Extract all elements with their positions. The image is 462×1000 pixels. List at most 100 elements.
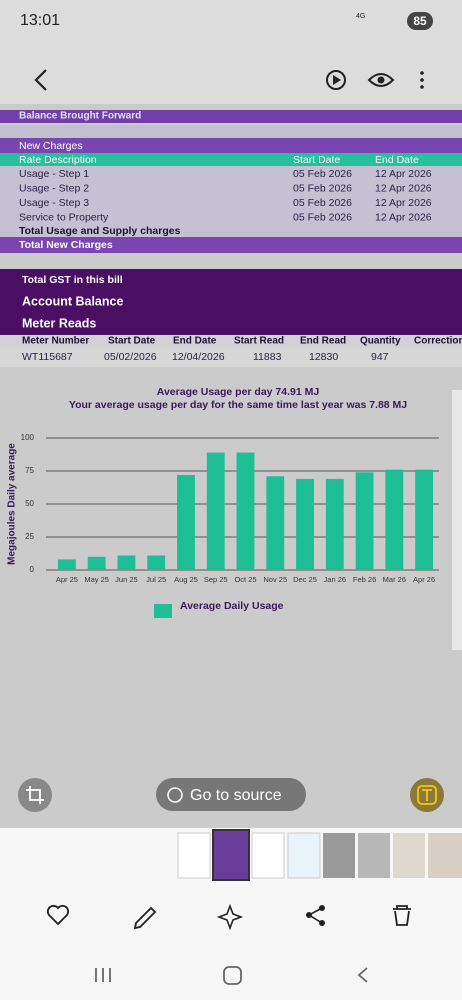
thumbnail[interactable]: [251, 832, 285, 879]
charges-cell: Usage - Step 3: [19, 197, 89, 209]
total-gst: Total GST in this bill: [22, 274, 123, 286]
edit-button[interactable]: [133, 906, 157, 930]
thumbnail[interactable]: [358, 833, 390, 878]
ai-edit-button[interactable]: [216, 903, 244, 931]
view-button[interactable]: [367, 73, 395, 87]
bar: [266, 476, 285, 570]
x-tick-label: Feb 26: [353, 575, 376, 584]
meter-cell: 12/04/2026: [172, 351, 225, 363]
charges-header-cell: End Date: [375, 154, 419, 166]
legend-swatch: [154, 604, 172, 618]
charges-cell: Usage - Step 2: [19, 182, 89, 194]
viewer-background: [0, 0, 462, 828]
y-tick-label: 50: [25, 499, 34, 508]
legend-label: Average Daily Usage: [180, 600, 284, 612]
go-to-source-label: Go to source: [190, 787, 282, 804]
x-tick-label: Jun 25: [115, 575, 138, 584]
meter-cell: 05/02/2026: [104, 351, 157, 363]
x-tick-label: Jul 25: [146, 575, 166, 584]
motion-button[interactable]: [326, 70, 346, 90]
thumbnail[interactable]: [177, 832, 211, 879]
go-to-source-button[interactable]: [156, 778, 306, 811]
x-tick-label: Mar 26: [383, 575, 406, 584]
total-new-charges: Total New Charges: [19, 239, 113, 251]
charges-cell: 05 Feb 2026: [293, 197, 352, 209]
meter-cell: WT115687: [22, 351, 73, 363]
charges-cell: 12 Apr 2026: [375, 211, 432, 223]
y-axis-label: Megajoules Daily average: [7, 443, 18, 565]
x-tick-label: Jan 26: [324, 575, 347, 584]
x-tick-label: May 25: [84, 575, 109, 584]
balance-row: [0, 110, 462, 123]
recents-button[interactable]: [95, 968, 111, 982]
charges-cell: 12 Apr 2026: [375, 182, 432, 194]
bar: [325, 478, 344, 570]
back-button[interactable]: [34, 69, 47, 91]
battery-level: 85: [413, 14, 427, 28]
summary-block: [0, 269, 462, 335]
account-balance: Account Balance: [22, 294, 123, 308]
bar: [296, 478, 314, 570]
bar: [355, 472, 374, 570]
favorite-button[interactable]: [46, 904, 70, 926]
share-icon: [307, 907, 323, 924]
y-tick-label: 100: [21, 433, 35, 442]
bar: [415, 469, 434, 570]
thumbnail[interactable]: [323, 833, 355, 878]
meter-cell: 947: [371, 351, 389, 363]
crop-button[interactable]: [18, 778, 52, 812]
meter-header-cell: Meter Number: [22, 336, 89, 347]
nav-back-button[interactable]: [357, 967, 368, 983]
thumbnail[interactable]: [287, 832, 321, 879]
text-extract-icon: [422, 789, 432, 801]
delete-button[interactable]: [393, 905, 411, 926]
motion-icon: [333, 75, 341, 85]
meter-header-cell: Quantity: [360, 336, 401, 347]
globe-icon: [167, 787, 183, 803]
thumbnail-selected[interactable]: [212, 829, 250, 881]
new-charges-label: New Charges: [19, 140, 83, 152]
view-icon: [377, 76, 385, 84]
balance-label: Balance Brought Forward: [19, 111, 141, 122]
charges-header-cell: Rate Description: [19, 154, 97, 166]
thumbnail-strip: [177, 829, 462, 881]
new-charges-row: [0, 138, 462, 153]
charges-cell: 12 Apr 2026: [375, 197, 432, 209]
bar: [236, 452, 255, 570]
chart-subtitle: Your average usage per day for the same …: [69, 399, 407, 411]
charges-cell: 05 Feb 2026: [293, 168, 352, 180]
thumbnail[interactable]: [428, 833, 462, 878]
x-tick-label: Aug 25: [174, 575, 198, 584]
meter-header-cell: Start Date: [108, 336, 156, 347]
meter-header-cell: End Read: [300, 336, 346, 347]
x-tick-label: Apr 25: [56, 575, 78, 584]
chart-title: Average Usage per day 74.91 MJ: [157, 386, 320, 398]
y-tick-label: 0: [30, 565, 35, 574]
x-tick-label: Sep 25: [204, 575, 228, 584]
charges-cell: Service to Property: [19, 211, 109, 223]
text-extract-frame: [417, 785, 437, 805]
spacer: [0, 125, 462, 138]
x-tick-label: Nov 25: [263, 575, 287, 584]
bar: [87, 556, 106, 570]
more-button[interactable]: [420, 71, 424, 89]
battery: [407, 12, 433, 30]
meter-reads: Meter Reads: [22, 316, 96, 330]
adjacent-page: [452, 390, 462, 650]
top-overlay: [0, 0, 462, 104]
meter-header-row: [0, 335, 462, 348]
crop-icon: [26, 786, 44, 804]
meter-data-row: [0, 348, 462, 367]
bar: [147, 555, 166, 570]
bar: [177, 474, 195, 570]
charges-cell: Usage - Step 1: [19, 168, 89, 180]
charges-cell: 05 Feb 2026: [293, 211, 352, 223]
charges-header-cell: Start Date: [293, 154, 340, 166]
thumbnail[interactable]: [393, 833, 425, 878]
y-tick-label: 75: [25, 466, 34, 475]
y-tick-label: 25: [25, 532, 34, 541]
home-button[interactable]: [223, 966, 242, 985]
meter-cell: 11883: [253, 351, 282, 363]
